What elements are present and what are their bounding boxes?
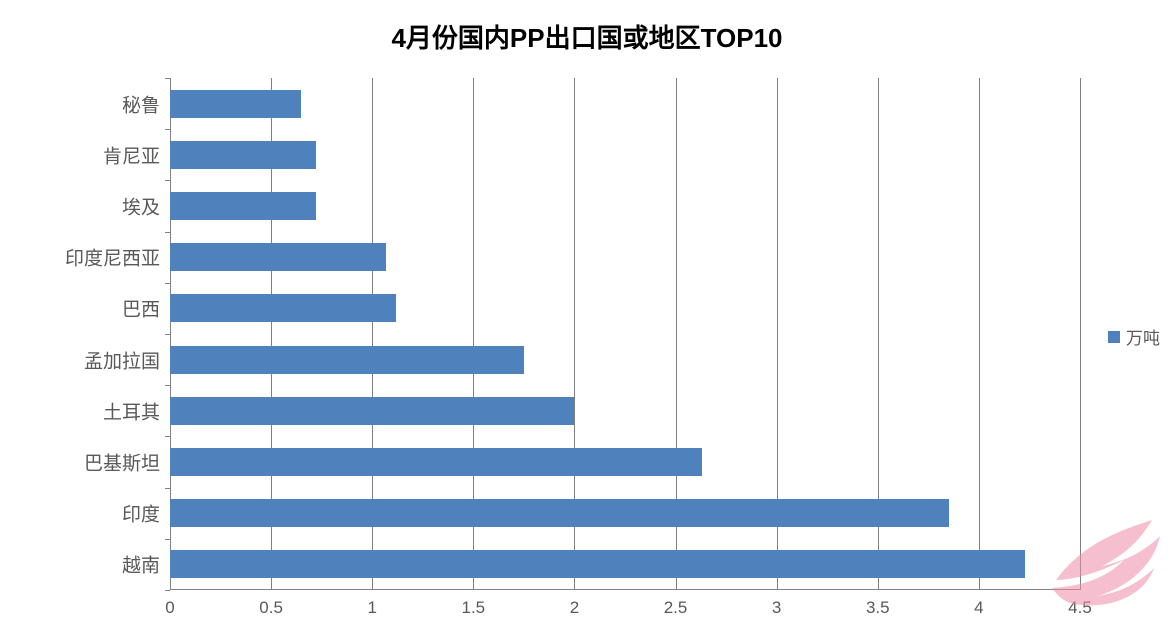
x-tick-label: 0 (165, 590, 174, 618)
y-tick-label: 越南 (122, 551, 170, 578)
y-tick-mark (165, 436, 170, 437)
y-tick-mark (165, 385, 170, 386)
bar (170, 550, 1025, 578)
gridline (979, 78, 980, 590)
bar (170, 499, 949, 527)
chart-title: 4月份国内PP出口国或地区TOP10 (0, 18, 1174, 55)
legend-swatch (1108, 331, 1120, 343)
y-tick-label: 巴西 (122, 295, 170, 322)
plot-area: 00.511.522.533.544.5秘鲁肯尼亚埃及印度尼西亚巴西孟加拉国土耳… (170, 78, 1080, 590)
x-tick-label: 1 (367, 590, 376, 618)
bar (170, 243, 386, 271)
bar (170, 192, 316, 220)
y-tick-mark (165, 590, 170, 591)
y-tick-label: 孟加拉国 (84, 346, 170, 373)
y-tick-label: 印度尼西亚 (65, 244, 170, 271)
y-tick-mark (165, 232, 170, 233)
x-tick-label: 3.5 (866, 590, 890, 618)
y-tick-label: 肯尼亚 (103, 141, 170, 168)
bar (170, 90, 301, 118)
legend-label: 万吨 (1126, 324, 1160, 349)
y-tick-label: 土耳其 (103, 397, 170, 424)
x-tick-label: 3 (772, 590, 781, 618)
y-tick-mark (165, 488, 170, 489)
bar (170, 141, 316, 169)
bar (170, 448, 702, 476)
x-tick-label: 2 (570, 590, 579, 618)
y-tick-label: 印度 (122, 500, 170, 527)
y-tick-mark (165, 78, 170, 79)
y-tick-mark (165, 283, 170, 284)
bar (170, 346, 524, 374)
chart-container: 4月份国内PP出口国或地区TOP10 00.511.522.533.544.5秘… (0, 0, 1174, 640)
y-tick-label: 秘鲁 (122, 90, 170, 117)
watermark-logo (1044, 502, 1164, 612)
x-tick-label: 4 (974, 590, 983, 618)
y-tick-mark (165, 129, 170, 130)
x-tick-label: 0.5 (259, 590, 283, 618)
bar (170, 294, 396, 322)
x-axis-line (170, 589, 1080, 590)
y-tick-label: 埃及 (122, 193, 170, 220)
y-tick-mark (165, 539, 170, 540)
y-tick-mark (165, 334, 170, 335)
legend: 万吨 (1108, 324, 1160, 349)
x-tick-label: 1.5 (462, 590, 486, 618)
y-tick-label: 巴基斯坦 (84, 449, 170, 476)
x-tick-label: 2.5 (664, 590, 688, 618)
y-tick-mark (165, 180, 170, 181)
bar (170, 397, 574, 425)
